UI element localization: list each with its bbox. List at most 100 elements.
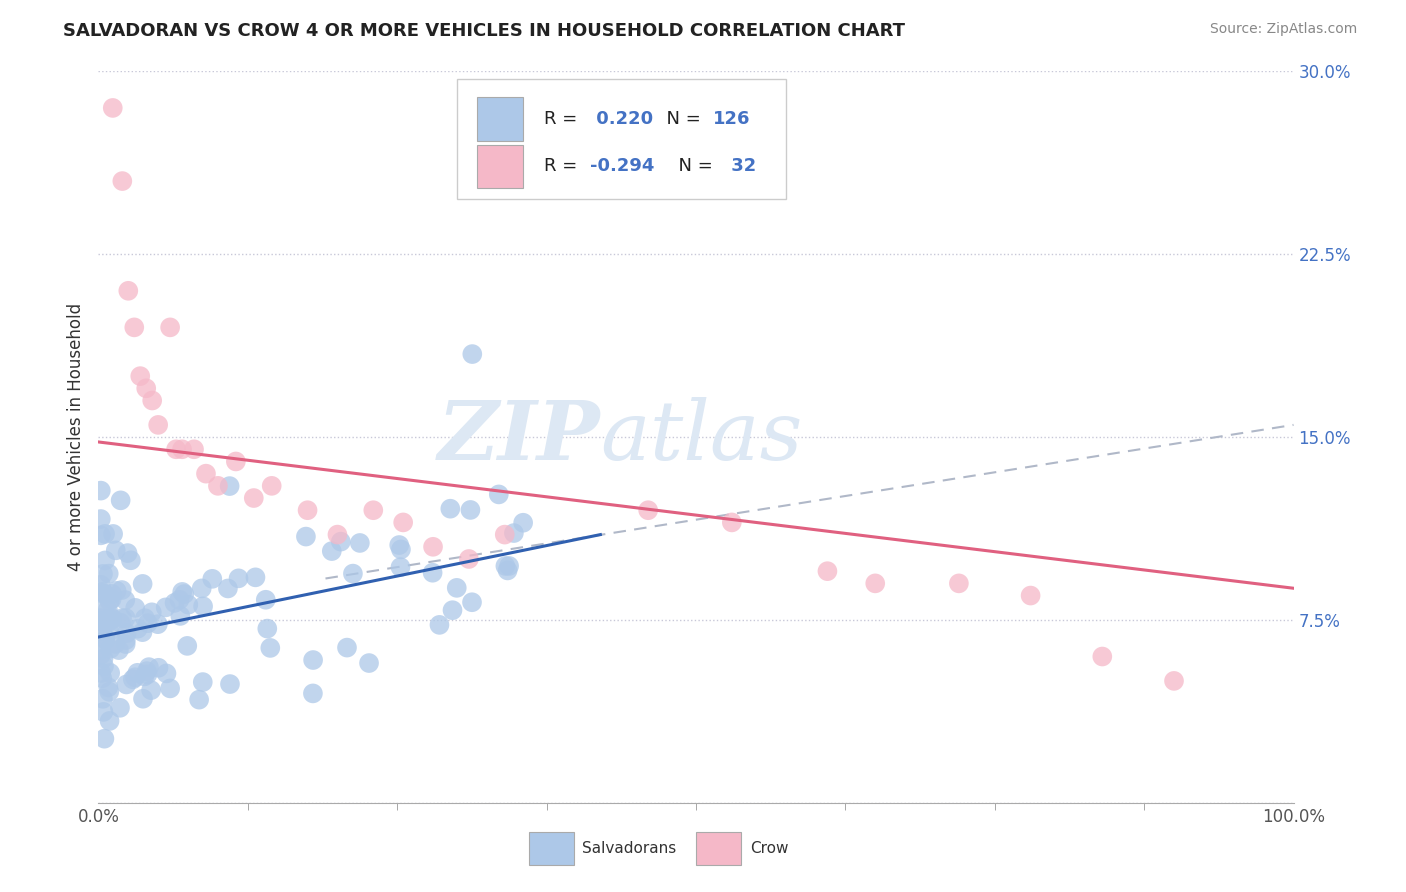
Point [124, 320, 146, 334]
Point [217, 582, 239, 596]
Point [94, 527, 117, 541]
Point [389, 560, 412, 574]
Point [101, 527, 124, 541]
Point [446, 581, 468, 595]
Point [155, 600, 177, 615]
Point [441, 603, 464, 617]
Point [90, 665, 112, 680]
Text: Crow: Crow [749, 841, 789, 856]
Point [243, 491, 266, 505]
Text: Source: ZipAtlas.com: Source: ZipAtlas.com [1209, 22, 1357, 37]
Point [117, 284, 139, 298]
Point [132, 691, 155, 706]
Point [111, 611, 134, 625]
Point [429, 618, 451, 632]
Point [146, 617, 169, 632]
Point [218, 479, 240, 493]
Point [488, 487, 510, 501]
Point [96, 615, 118, 630]
Y-axis label: 4 or more Vehicles in Household: 4 or more Vehicles in Household [66, 303, 84, 571]
Point [110, 615, 132, 630]
Point [98, 714, 121, 728]
Point [90, 648, 112, 662]
Text: N =: N = [668, 158, 718, 176]
Point [460, 503, 482, 517]
Point [101, 611, 124, 625]
FancyBboxPatch shape [457, 78, 786, 200]
Text: 126: 126 [713, 110, 751, 128]
Point [98, 594, 121, 608]
Point [115, 626, 138, 640]
Point [124, 600, 146, 615]
Point [94, 616, 117, 631]
Point [141, 393, 163, 408]
Point [201, 572, 224, 586]
Text: atlas: atlas [600, 397, 803, 477]
Point [148, 661, 170, 675]
Text: R =: R = [544, 110, 583, 128]
Point [114, 637, 136, 651]
Point [121, 673, 143, 687]
Point [131, 577, 153, 591]
Point [163, 596, 186, 610]
Point [207, 479, 229, 493]
Point [93, 630, 115, 644]
Point [342, 566, 364, 581]
Point [439, 501, 461, 516]
Point [90, 528, 112, 542]
Point [90, 604, 112, 618]
Point [256, 622, 278, 636]
Point [155, 666, 177, 681]
Point [105, 583, 128, 598]
Bar [696, 832, 741, 865]
Point [108, 700, 131, 714]
Point [225, 454, 247, 468]
Point [135, 381, 157, 395]
Point [117, 546, 139, 560]
Point [349, 536, 371, 550]
Point [90, 483, 112, 498]
Point [329, 534, 352, 549]
Point [136, 667, 159, 681]
Point [297, 503, 319, 517]
Point [93, 659, 115, 673]
Point [127, 665, 149, 680]
Point [302, 653, 325, 667]
Point [191, 599, 214, 614]
Point [188, 692, 211, 706]
Point [91, 585, 114, 599]
Text: SALVADORAN VS CROW 4 OR MORE VEHICLES IN HOUSEHOLD CORRELATION CHART: SALVADORAN VS CROW 4 OR MORE VEHICLES IN… [63, 22, 905, 40]
Point [90, 586, 112, 600]
Point [91, 671, 114, 685]
Point [1163, 673, 1185, 688]
Point [90, 614, 112, 628]
Point [461, 595, 484, 609]
Point [134, 669, 156, 683]
Point [503, 526, 526, 541]
Point [183, 442, 205, 457]
Point [173, 587, 195, 601]
Text: R =: R = [544, 158, 583, 176]
Point [100, 592, 122, 607]
Point [357, 656, 380, 670]
Point [172, 442, 194, 457]
Point [111, 174, 134, 188]
Point [721, 516, 744, 530]
Point [127, 622, 149, 636]
Point [90, 611, 112, 625]
Point [326, 527, 349, 541]
Point [389, 542, 412, 557]
Point [136, 616, 159, 631]
Point [498, 558, 520, 573]
Text: Salvadorans: Salvadorans [582, 841, 676, 856]
Point [141, 605, 163, 619]
Point [176, 639, 198, 653]
Point [97, 602, 120, 616]
Point [98, 624, 121, 639]
Point [108, 643, 131, 657]
Point [321, 544, 343, 558]
Point [1091, 649, 1114, 664]
Point [90, 512, 112, 526]
Point [134, 611, 156, 625]
Point [94, 632, 117, 647]
